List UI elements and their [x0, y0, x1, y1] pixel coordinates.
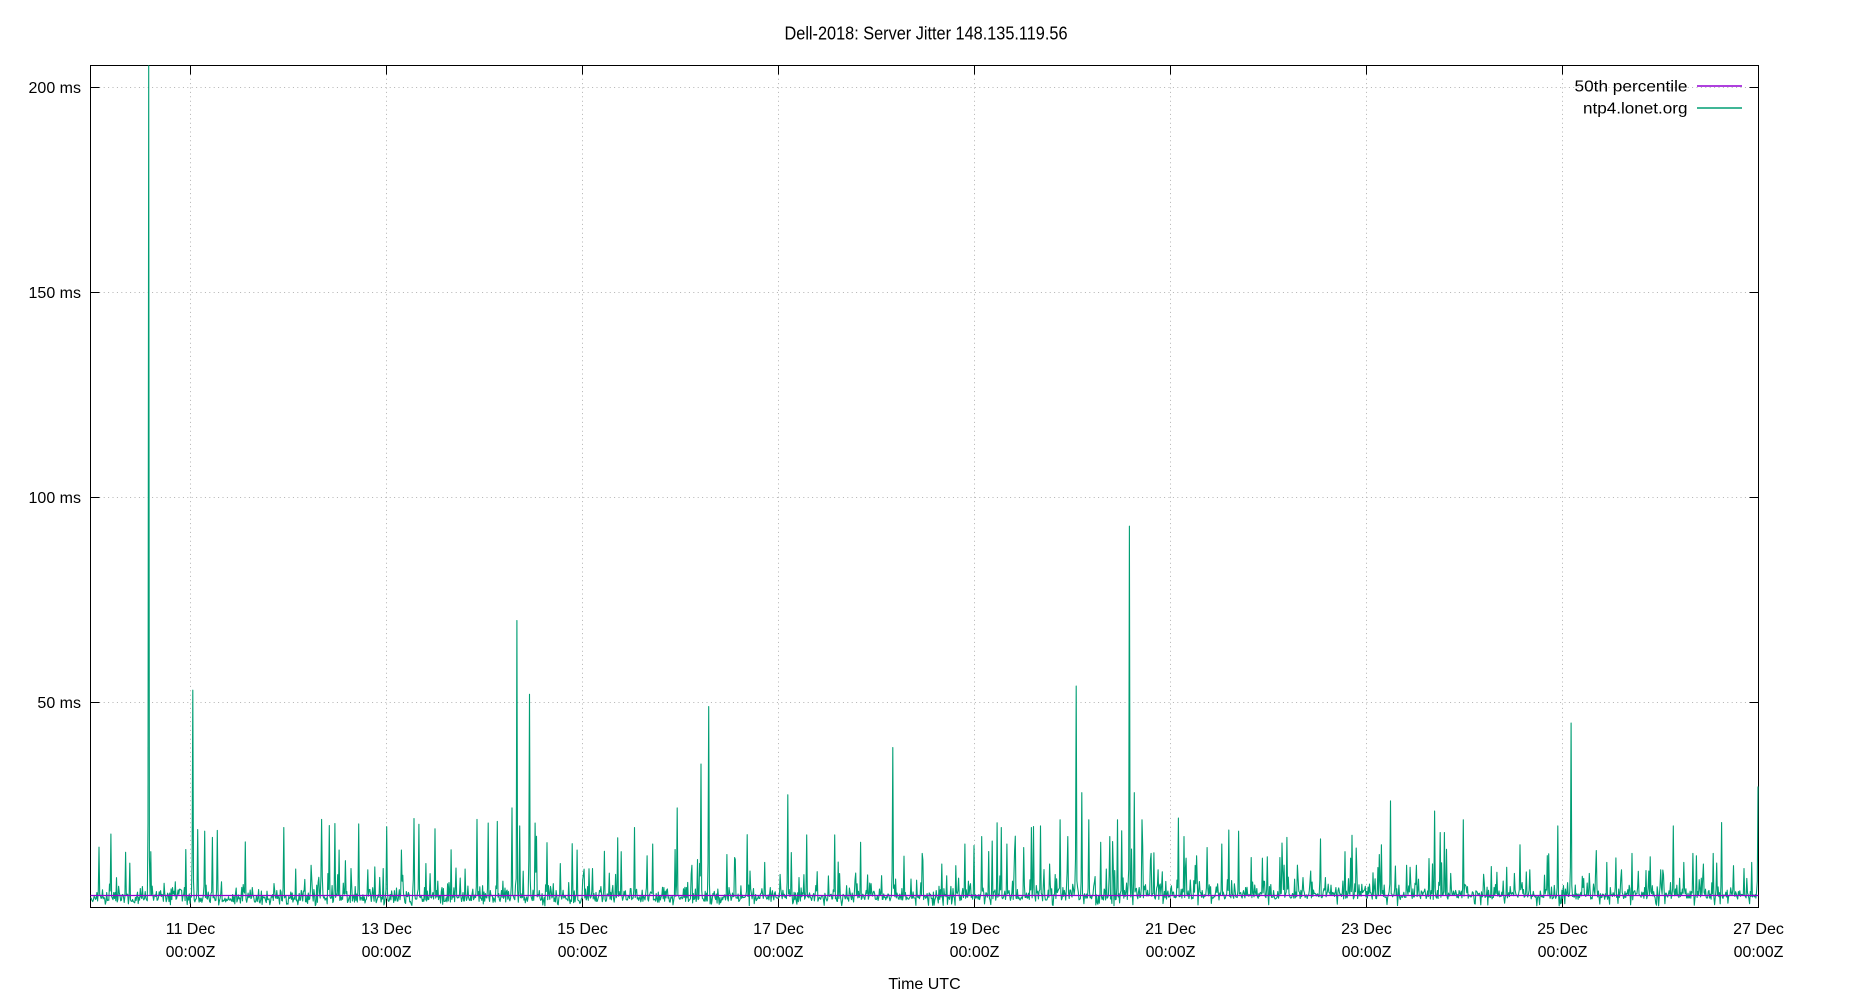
- svg-text:00:00Z: 00:00Z: [362, 944, 412, 961]
- svg-text:50 ms: 50 ms: [37, 695, 81, 712]
- svg-text:00:00Z: 00:00Z: [166, 944, 216, 961]
- svg-text:100 ms: 100 ms: [29, 490, 81, 507]
- svg-text:00:00Z: 00:00Z: [1146, 944, 1196, 961]
- svg-text:13 Dec: 13 Dec: [361, 921, 412, 938]
- svg-text:00:00Z: 00:00Z: [558, 944, 608, 961]
- svg-text:150 ms: 150 ms: [29, 285, 81, 302]
- svg-text:50th percentile: 50th percentile: [1575, 79, 1688, 96]
- svg-text:11 Dec: 11 Dec: [166, 921, 216, 938]
- svg-text:25 Dec: 25 Dec: [1537, 921, 1588, 938]
- svg-text:ntp4.lonet.org: ntp4.lonet.org: [1583, 101, 1688, 118]
- svg-text:Dell-2018: Server Jitter 148.1: Dell-2018: Server Jitter 148.135.119.56: [785, 24, 1068, 44]
- svg-text:15 Dec: 15 Dec: [557, 921, 608, 938]
- svg-text:19 Dec: 19 Dec: [949, 921, 1000, 938]
- svg-text:00:00Z: 00:00Z: [1342, 944, 1392, 961]
- svg-text:00:00Z: 00:00Z: [754, 944, 804, 961]
- svg-text:00:00Z: 00:00Z: [1734, 944, 1784, 961]
- svg-text:27 Dec: 27 Dec: [1733, 921, 1784, 938]
- svg-text:00:00Z: 00:00Z: [1538, 944, 1588, 961]
- svg-text:200 ms: 200 ms: [29, 80, 81, 97]
- svg-text:23 Dec: 23 Dec: [1341, 921, 1392, 938]
- svg-text:00:00Z: 00:00Z: [950, 944, 1000, 961]
- svg-text:21 Dec: 21 Dec: [1145, 921, 1196, 938]
- svg-text:17 Dec: 17 Dec: [753, 921, 804, 938]
- svg-text:Time UTC: Time UTC: [888, 976, 960, 993]
